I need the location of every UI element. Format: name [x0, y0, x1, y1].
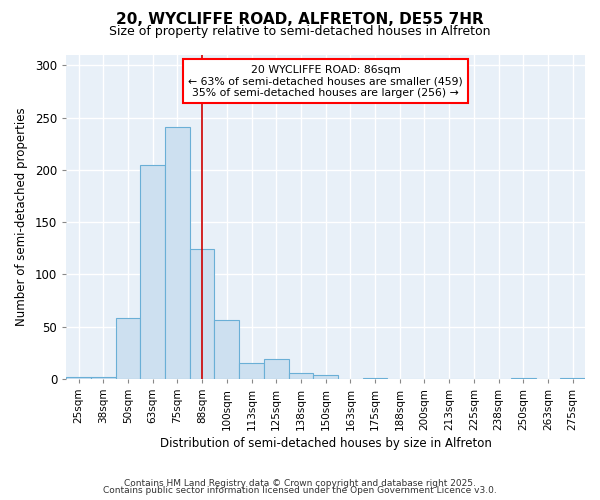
Bar	[116, 318, 140, 379]
Bar	[165, 127, 190, 379]
Bar	[313, 374, 338, 379]
Text: Contains HM Land Registry data © Crown copyright and database right 2025.: Contains HM Land Registry data © Crown c…	[124, 478, 476, 488]
Bar	[91, 377, 116, 379]
Bar	[264, 359, 289, 379]
Text: Contains public sector information licensed under the Open Government Licence v3: Contains public sector information licen…	[103, 486, 497, 495]
Bar	[66, 377, 91, 379]
Bar	[289, 372, 313, 379]
Y-axis label: Number of semi-detached properties: Number of semi-detached properties	[15, 108, 28, 326]
Bar	[560, 378, 585, 379]
Bar	[239, 363, 264, 379]
Bar	[190, 250, 214, 379]
Bar	[511, 378, 536, 379]
Text: 20, WYCLIFFE ROAD, ALFRETON, DE55 7HR: 20, WYCLIFFE ROAD, ALFRETON, DE55 7HR	[116, 12, 484, 28]
X-axis label: Distribution of semi-detached houses by size in Alfreton: Distribution of semi-detached houses by …	[160, 437, 491, 450]
Bar	[140, 164, 165, 379]
Bar	[362, 378, 388, 379]
Bar	[214, 320, 239, 379]
Text: Size of property relative to semi-detached houses in Alfreton: Size of property relative to semi-detach…	[109, 25, 491, 38]
Text: 20 WYCLIFFE ROAD: 86sqm
← 63% of semi-detached houses are smaller (459)
35% of s: 20 WYCLIFFE ROAD: 86sqm ← 63% of semi-de…	[188, 64, 463, 98]
